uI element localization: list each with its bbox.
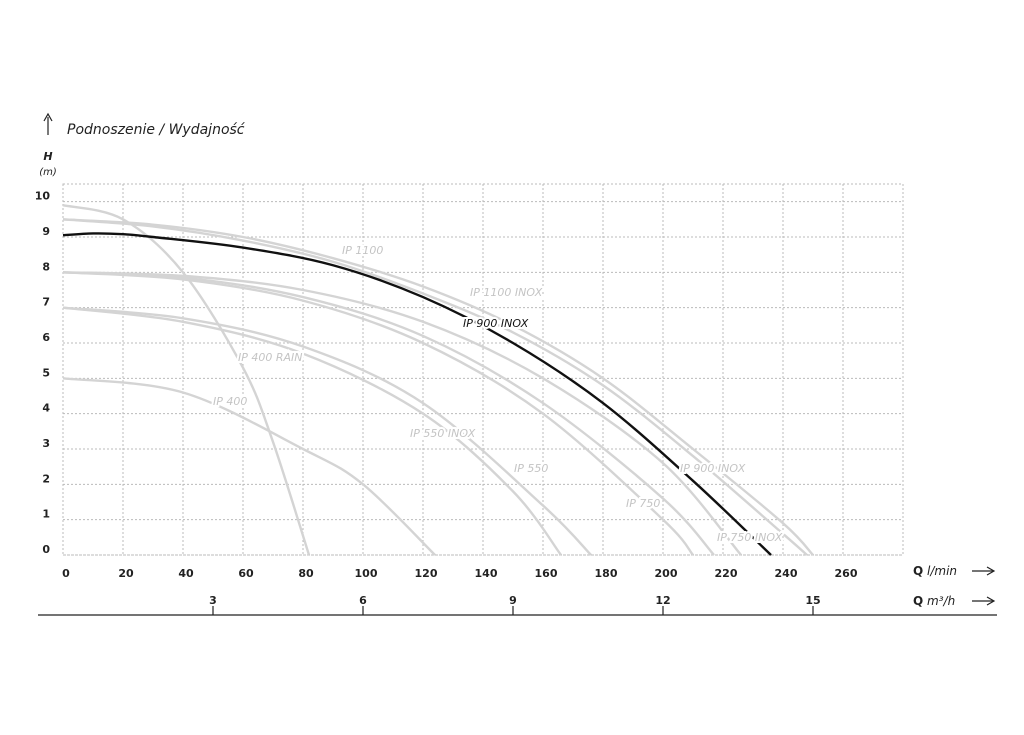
y-unit: (m) bbox=[39, 167, 57, 178]
curve-label: IP 900 INOX bbox=[463, 317, 529, 330]
x-symbol: Q bbox=[913, 564, 923, 578]
y-tick-label: 4 bbox=[42, 402, 50, 415]
x-tick-label: 60 bbox=[238, 567, 254, 580]
y-tick-label: 0 bbox=[42, 543, 50, 556]
x-tick-label: 220 bbox=[715, 567, 738, 580]
x2-label: Q m³/h bbox=[913, 594, 955, 608]
x-label: Q l/min bbox=[913, 564, 957, 578]
y-tick-label: 3 bbox=[42, 437, 50, 450]
curve bbox=[62, 271, 742, 556]
curve-label: IP 400 RAIN bbox=[238, 351, 303, 364]
curve bbox=[62, 306, 592, 556]
x-tick-label: 160 bbox=[535, 567, 558, 580]
x2-tick-label: 6 bbox=[359, 594, 367, 607]
chart-title: Podnoszenie / Wydajność bbox=[67, 122, 246, 138]
x-unit: l/min bbox=[927, 564, 957, 578]
y-tick-label: 7 bbox=[42, 296, 50, 309]
x2-tick-label: 15 bbox=[805, 594, 820, 607]
curve-label: IP 1100 INOX bbox=[470, 286, 543, 299]
curve bbox=[62, 271, 715, 556]
x2-tick-label: 9 bbox=[509, 594, 517, 607]
curve bbox=[62, 306, 562, 556]
curve-label: IP 750 bbox=[626, 497, 660, 510]
x2-tick-label: 12 bbox=[655, 594, 670, 607]
curve bbox=[62, 377, 436, 556]
y-tick-label: 8 bbox=[42, 260, 50, 273]
y-tick-label: 1 bbox=[42, 508, 50, 521]
x-tick-label: 80 bbox=[298, 567, 314, 580]
x-tick-label: 180 bbox=[595, 567, 618, 580]
x-tick-label: 240 bbox=[775, 567, 798, 580]
curve-label: IP 900 INOX bbox=[680, 462, 746, 475]
curve-label: IP 550 INOX bbox=[410, 427, 476, 440]
curve bbox=[62, 218, 808, 556]
curve bbox=[62, 204, 311, 556]
x-tick-label: 20 bbox=[118, 567, 134, 580]
y-tick-label: 9 bbox=[42, 225, 50, 238]
curve-label: IP 400 bbox=[213, 395, 247, 408]
x-tick-label: 40 bbox=[178, 567, 194, 580]
y-tick-label: 6 bbox=[42, 331, 50, 344]
x-tick-label: 100 bbox=[355, 567, 378, 580]
x-tick-label: 120 bbox=[415, 567, 438, 580]
y-arrow-head bbox=[43, 112, 53, 122]
curve bbox=[62, 232, 772, 556]
arrows bbox=[972, 566, 996, 606]
x-tick-label: 0 bbox=[62, 567, 70, 580]
curve-label: IP 550 bbox=[514, 462, 548, 475]
y-tick-label: 10 bbox=[35, 190, 51, 203]
y-label: H bbox=[43, 150, 52, 163]
x2-symbol: Q bbox=[913, 594, 923, 608]
curve bbox=[62, 218, 814, 556]
y-tick-label: 5 bbox=[42, 366, 50, 379]
curve-label: IP 750 INOX bbox=[717, 531, 783, 544]
y-tick-label: 2 bbox=[42, 472, 50, 485]
x2-tick-label: 3 bbox=[209, 594, 217, 607]
x-tick-label: 260 bbox=[835, 567, 858, 580]
x-tick-label: 140 bbox=[475, 567, 498, 580]
x2-unit: m³/h bbox=[927, 594, 955, 608]
curve-label: IP 1100 bbox=[342, 244, 383, 257]
curve bbox=[62, 271, 694, 556]
x-tick-label: 200 bbox=[655, 567, 678, 580]
